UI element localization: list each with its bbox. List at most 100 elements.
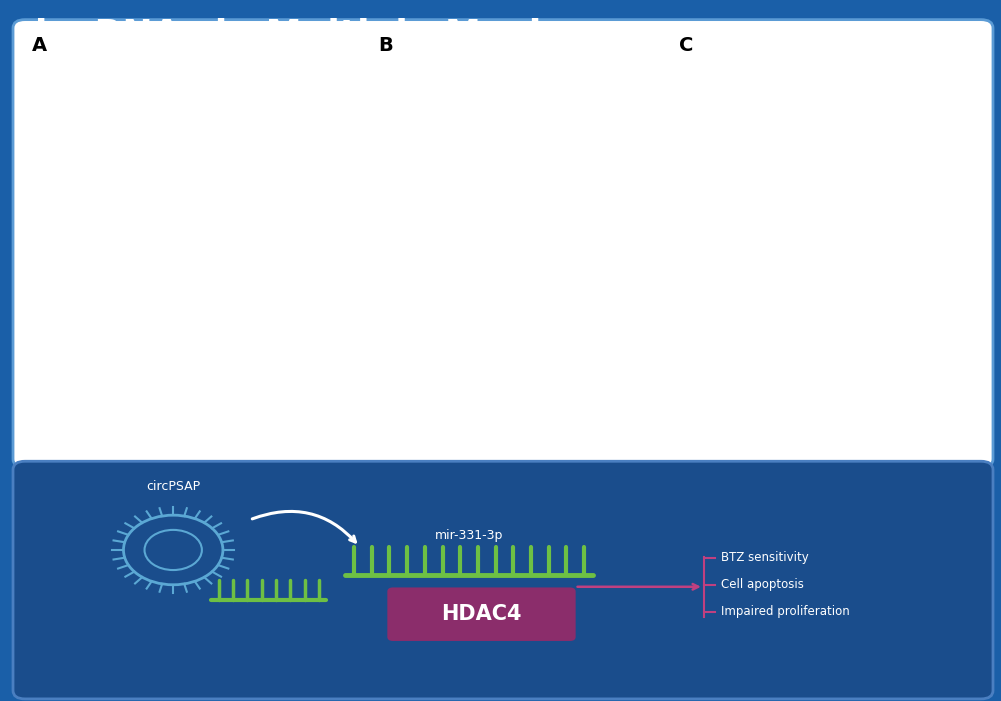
Point xyxy=(154,353,170,365)
Point xyxy=(125,343,141,355)
Point xyxy=(156,353,172,364)
Point xyxy=(163,356,179,367)
Point xyxy=(186,404,202,415)
Point xyxy=(175,372,191,383)
Point xyxy=(179,362,195,374)
Point xyxy=(236,389,252,400)
Point xyxy=(274,366,290,377)
X-axis label: log₂FC: log₂FC xyxy=(183,447,222,460)
Point xyxy=(217,400,233,411)
Point xyxy=(221,404,237,415)
Point xyxy=(224,375,240,386)
Point xyxy=(321,372,337,383)
Point xyxy=(187,360,203,371)
Point xyxy=(177,414,193,426)
Legend: up, ns, down: up, ns, down xyxy=(70,61,122,102)
Point xyxy=(237,327,253,338)
Point xyxy=(203,396,219,407)
Point xyxy=(162,402,178,414)
Point xyxy=(251,377,267,388)
Point xyxy=(103,317,119,328)
Point xyxy=(221,393,237,404)
Point xyxy=(110,355,126,367)
Point xyxy=(279,364,295,375)
Point xyxy=(178,373,194,384)
Point xyxy=(152,345,168,356)
Point xyxy=(194,325,210,336)
Point xyxy=(191,362,207,373)
Point xyxy=(202,325,218,336)
Point xyxy=(205,393,221,404)
Point xyxy=(199,382,215,393)
Point xyxy=(188,373,204,384)
Point xyxy=(218,379,234,390)
Point xyxy=(181,346,197,358)
Point xyxy=(202,416,218,428)
Point xyxy=(210,271,226,283)
Point xyxy=(442,281,458,292)
Point xyxy=(208,391,224,402)
Point xyxy=(160,275,176,287)
Point xyxy=(178,354,194,365)
Point xyxy=(181,385,197,396)
Point xyxy=(198,394,214,405)
Point xyxy=(112,326,128,337)
Point xyxy=(205,327,221,339)
Point xyxy=(176,416,192,428)
Point xyxy=(227,348,243,360)
Point xyxy=(176,389,192,400)
Point xyxy=(164,368,180,379)
Point xyxy=(187,369,203,381)
Point xyxy=(166,375,182,386)
Point xyxy=(320,206,336,217)
Point xyxy=(303,264,319,275)
Point xyxy=(137,382,153,393)
Point xyxy=(142,363,158,374)
Point xyxy=(318,369,334,380)
Point xyxy=(113,350,129,362)
Point xyxy=(188,369,204,380)
Point xyxy=(476,317,492,328)
Point xyxy=(200,403,216,414)
Point xyxy=(146,411,162,423)
Point xyxy=(189,343,205,355)
Point xyxy=(192,380,208,391)
Point xyxy=(208,358,224,369)
Point xyxy=(192,388,208,399)
Point xyxy=(155,399,171,410)
Low circPSAP xyxy=(913,192,925,200)
Point xyxy=(234,383,250,394)
Point xyxy=(157,348,173,360)
Point xyxy=(276,280,292,292)
Point xyxy=(86,346,102,358)
Point xyxy=(156,369,172,381)
Point xyxy=(442,311,458,322)
Point xyxy=(212,354,228,365)
Point xyxy=(166,409,182,421)
Point xyxy=(224,383,240,394)
Point xyxy=(454,297,470,308)
Point xyxy=(183,412,199,423)
Point xyxy=(231,358,247,369)
Point xyxy=(92,325,108,336)
Point xyxy=(272,377,288,388)
Point xyxy=(64,353,80,365)
Point xyxy=(181,344,197,355)
Point xyxy=(178,407,194,418)
Point xyxy=(221,401,237,412)
Point xyxy=(221,411,237,422)
Point xyxy=(220,362,236,373)
Point xyxy=(310,189,326,200)
Point xyxy=(456,287,472,298)
Point xyxy=(195,411,211,422)
Y-axis label: Probability of Survival: Probability of Survival xyxy=(650,172,663,308)
Point xyxy=(166,340,182,351)
Point xyxy=(155,398,171,409)
Point xyxy=(237,412,253,423)
Point xyxy=(201,413,217,424)
Point xyxy=(116,371,132,382)
Point xyxy=(569,123,585,134)
Point xyxy=(151,384,167,395)
Point xyxy=(218,369,234,381)
Point xyxy=(299,332,315,343)
